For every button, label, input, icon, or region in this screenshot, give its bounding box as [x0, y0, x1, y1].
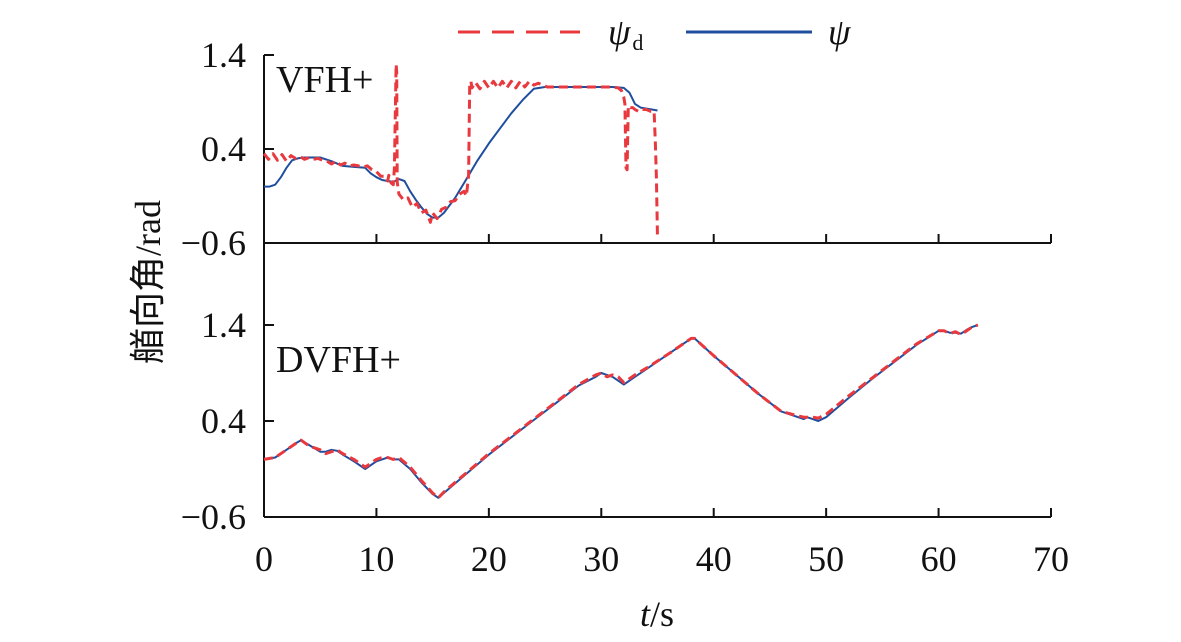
x-tick-label: 10	[358, 539, 394, 579]
y-axis-title: 艏向角/rad	[128, 200, 168, 364]
panel-dvfh-ytick-label: −0.6	[181, 497, 246, 537]
panel-dvfh-label: DVFH+	[276, 339, 401, 381]
panel-vfh-label: VFH+	[276, 59, 373, 101]
panel-vfh-series-psi-d-line	[262, 62, 659, 239]
x-tick-label: 60	[921, 539, 957, 579]
legend-label-psi-d: ψd	[608, 12, 643, 55]
panel-dvfh: 1.4 0.4 −0.6 0 10 20 30 40 50 60 70 DVFH+	[181, 243, 1069, 579]
legend-label-psi: ψ	[828, 12, 851, 52]
panel-vfh-ytick-label: 0.4	[201, 129, 246, 169]
panel-vfh-ytick-label: −0.6	[181, 223, 246, 263]
x-tick-label: 50	[808, 539, 844, 579]
x-axis-title: t/s	[640, 594, 674, 634]
x-tick-label: 20	[471, 539, 507, 579]
panel-vfh-series-psi-line	[264, 86, 658, 219]
x-tick-label: 0	[255, 539, 273, 579]
panel-dvfh-series-psi-d-line	[263, 323, 979, 500]
panel-vfh-ytick-label: 1.4	[201, 35, 246, 75]
panel-dvfh-ytick-label: 1.4	[201, 305, 246, 345]
panel-vfh: 1.4 0.4 −0.6 VFH+	[181, 35, 1052, 263]
panel-dvfh-ytick-label: 0.4	[201, 401, 246, 441]
x-tick-label: 70	[1033, 539, 1069, 579]
x-tick-label: 40	[696, 539, 732, 579]
x-tick-label: 30	[583, 539, 619, 579]
legend: ψd ψ	[458, 12, 851, 55]
